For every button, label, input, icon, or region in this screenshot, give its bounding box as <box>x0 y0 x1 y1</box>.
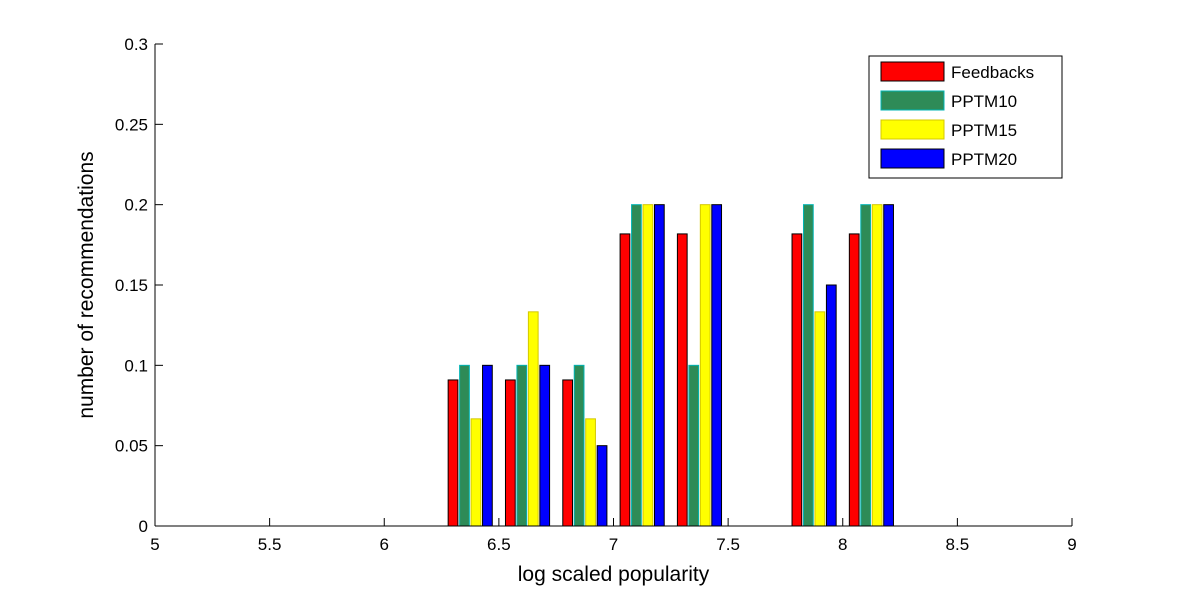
legend-label-pptm10: PPTM10 <box>951 92 1017 111</box>
bar-pptm10-7 <box>573 364 585 527</box>
y-tick-label: 0.15 <box>115 276 148 295</box>
bar-pptm15-6 <box>527 311 539 527</box>
bar-pptm10-9 <box>688 364 700 527</box>
bar-pptm10-12 <box>860 204 872 527</box>
legend-label-feedbacks: Feedbacks <box>951 63 1034 82</box>
bar-pptm15-12 <box>871 204 883 527</box>
bars-group <box>447 204 894 527</box>
bar-pptm20-5 <box>482 364 493 527</box>
x-axis-label: log scaled popularity <box>518 563 710 586</box>
bar-pptm15-9 <box>699 204 711 527</box>
bar-pptm10-6 <box>516 364 528 527</box>
bar-feedbacks-7 <box>562 379 574 527</box>
bar-pptm15-7 <box>585 418 596 527</box>
bar-feedbacks-11 <box>791 233 803 527</box>
x-tick-label: 5.5 <box>258 535 282 554</box>
bar-feedbacks-6 <box>504 379 516 527</box>
y-tick-label: 0.3 <box>124 35 148 54</box>
y-axis-label: number of recommendations <box>75 151 98 418</box>
bar-pptm10-8 <box>631 204 642 527</box>
bar-pptm20-9 <box>711 204 723 527</box>
bar-pptm20-12 <box>883 204 894 527</box>
legend-swatch-pptm15 <box>880 119 945 140</box>
bar-feedbacks-12 <box>848 233 860 527</box>
y-tick-label: 0.25 <box>115 115 148 134</box>
bar-feedbacks-9 <box>676 233 688 527</box>
y-tick-label: 0.05 <box>115 437 148 456</box>
y-tick-label: 0.1 <box>124 356 148 375</box>
x-tick-label: 5 <box>150 535 159 554</box>
bar-pptm10-5 <box>459 364 470 527</box>
bar-pptm15-8 <box>642 204 654 527</box>
x-tick-label: 8 <box>838 535 847 554</box>
x-tick-label: 7 <box>609 535 618 554</box>
bar-pptm15-5 <box>470 418 482 527</box>
bar-pptm20-8 <box>653 204 665 527</box>
legend-label-pptm20: PPTM20 <box>951 150 1017 169</box>
legend-swatch-feedbacks <box>880 61 945 82</box>
x-tick-label: 9 <box>1067 535 1076 554</box>
x-tick-label: 8.5 <box>946 535 970 554</box>
x-tick-label: 6.5 <box>487 535 511 554</box>
x-tick-label: 6 <box>380 535 389 554</box>
legend: Feedbacks PPTM10 PPTM15 PPTM20 <box>868 55 1063 179</box>
x-tick-label: 7.5 <box>716 535 740 554</box>
y-tick-label: 0 <box>139 517 148 536</box>
legend-label-pptm15: PPTM15 <box>951 121 1017 140</box>
bar-pptm20-11 <box>825 284 837 527</box>
bar-pptm20-6 <box>539 364 551 527</box>
ticks-group: 5 5.5 6 6.5 7 7.5 8 8.5 9 0 0.05 0.1 0.15 0.2 0.25 0.3 <box>115 35 1077 554</box>
bar-feedbacks-8 <box>619 233 631 527</box>
bar-pptm20-7 <box>596 445 608 527</box>
legend-swatch-pptm10 <box>880 90 945 111</box>
legend-swatch-pptm20 <box>880 148 945 169</box>
bar-feedbacks-5 <box>447 379 459 527</box>
bar-pptm10-11 <box>802 204 814 527</box>
bar-pptm15-11 <box>814 311 826 527</box>
y-tick-label: 0.2 <box>124 196 148 215</box>
